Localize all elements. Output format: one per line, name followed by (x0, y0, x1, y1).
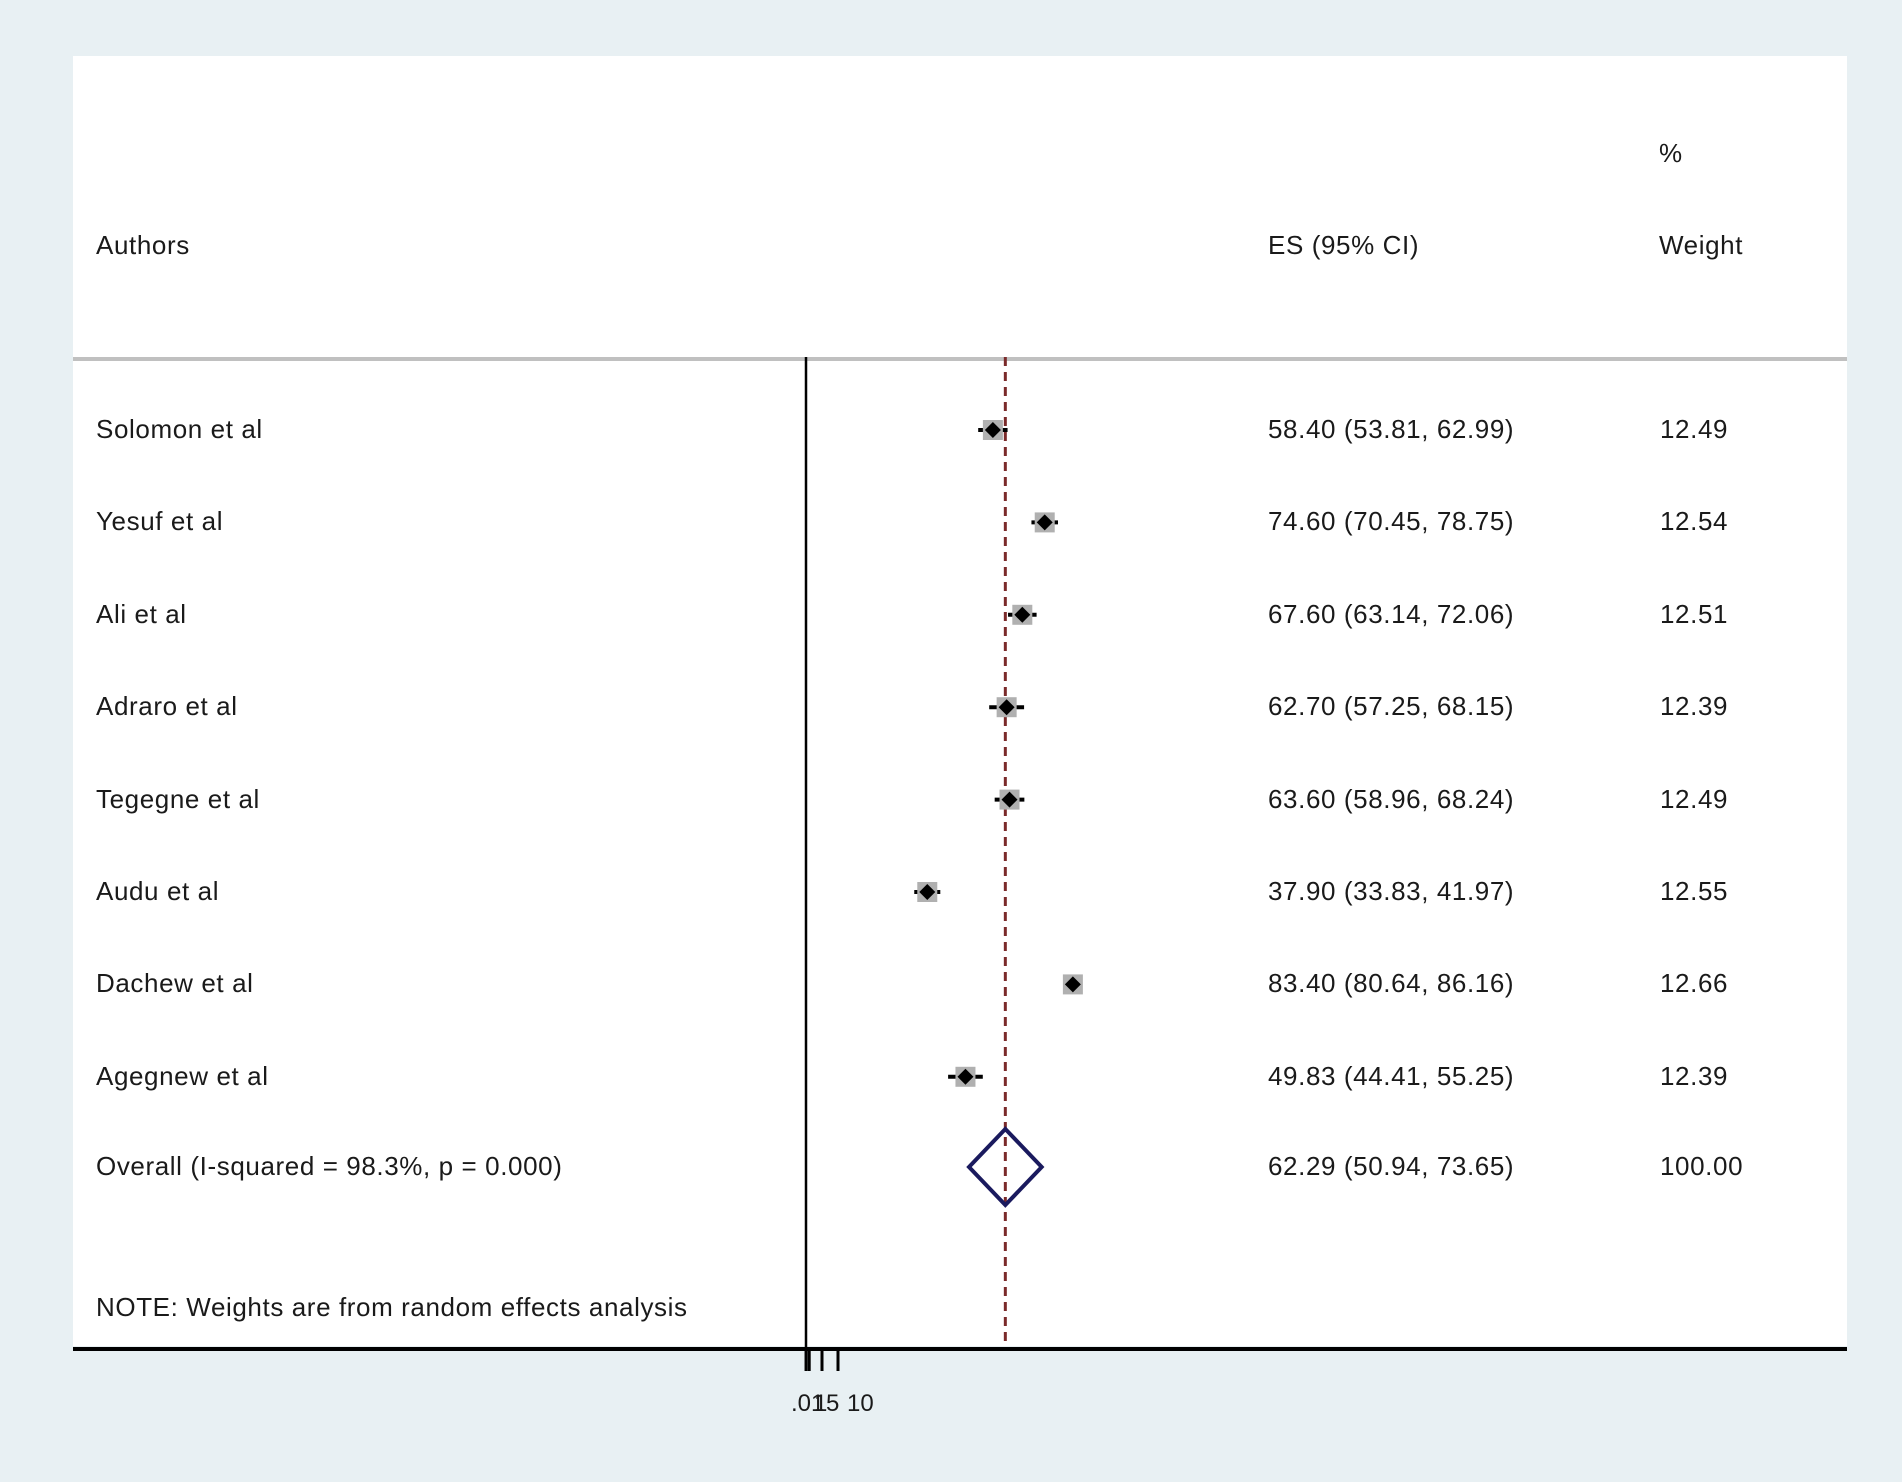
study-weight: 12.66 (1660, 968, 1729, 999)
study-es-ci: 58.40 (53.81, 62.99) (1268, 414, 1515, 444)
weight-percent-header: % (1659, 138, 1683, 168)
x-tick-label: 1 (814, 1390, 828, 1417)
plot-panel (73, 56, 1847, 1346)
overall-diamond (966, 1126, 1045, 1208)
study-es-ci: 67.60 (63.14, 72.06) (1268, 598, 1515, 629)
study-label: Ali et al (96, 598, 187, 629)
point-estimate (1036, 514, 1053, 531)
study-weight: 12.55 (1660, 876, 1729, 906)
study-weight: 12.39 (1660, 691, 1729, 722)
study-weight: 12.39 (1660, 1060, 1729, 1091)
overall-es-ci: 62.29 (50.94, 73.65) (1268, 1151, 1515, 1181)
study-es-ci: 62.70 (57.25, 68.15) (1268, 691, 1515, 722)
study-weight: 12.51 (1660, 598, 1729, 629)
weight-header: Weight (1659, 230, 1744, 260)
study-label: Solomon et al (96, 414, 263, 444)
study-label: Audu et al (96, 876, 220, 906)
point-estimate (1014, 606, 1031, 623)
analysis-note: NOTE: Weights are from random effects an… (96, 1292, 688, 1322)
study-weight: 12.49 (1660, 414, 1729, 444)
x-tick-label: 10 (847, 1390, 874, 1417)
study-label: Adraro et al (96, 691, 238, 722)
overall-label: Overall (I-squared = 98.3%, p = 0.000) (96, 1151, 563, 1181)
study-es-ci: 37.90 (33.83, 41.97) (1268, 876, 1515, 906)
es-ci-header: ES (95% CI) (1268, 230, 1420, 260)
point-estimate (919, 884, 936, 900)
study-weight: 12.49 (1660, 783, 1729, 814)
x-tick-label: .01 (791, 1390, 825, 1417)
study-es-ci: 83.40 (80.64, 86.16) (1268, 968, 1515, 999)
point-estimate (957, 1068, 974, 1085)
authors-header: Authors (96, 230, 190, 260)
study-es-ci: 63.60 (58.96, 68.24) (1268, 783, 1515, 814)
study-label: Agegnew et al (96, 1060, 269, 1091)
point-estimate (1001, 791, 1018, 808)
point-estimate (998, 699, 1015, 716)
overall-weight: 100.00 (1660, 1151, 1744, 1181)
point-estimate (1064, 976, 1081, 993)
study-es-ci: 74.60 (70.45, 78.75) (1268, 506, 1515, 537)
study-label: Tegegne et al (96, 783, 260, 814)
x-tick-label: 5 (826, 1390, 840, 1417)
study-label: Dachew et al (96, 968, 254, 999)
study-es-ci: 49.83 (44.41, 55.25) (1268, 1060, 1515, 1091)
study-weight: 12.54 (1660, 506, 1729, 537)
study-label: Yesuf et al (96, 506, 224, 537)
point-estimate (984, 422, 1001, 438)
